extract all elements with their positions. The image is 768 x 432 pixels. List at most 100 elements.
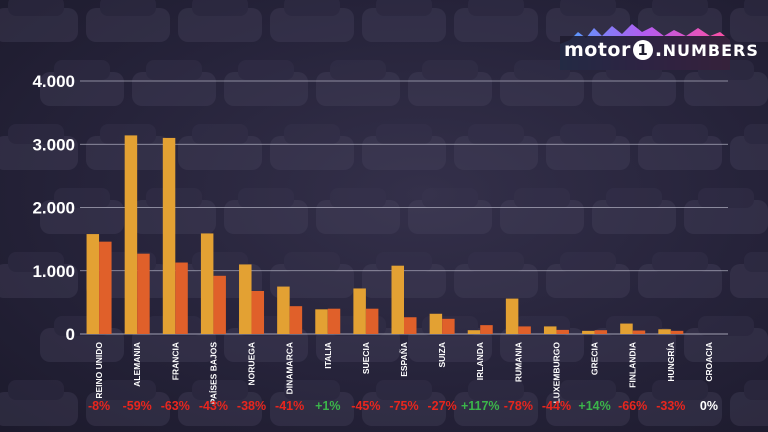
- car-shape: [454, 264, 538, 298]
- car-shape: [224, 72, 308, 106]
- car-roof-shape: [652, 124, 708, 144]
- car-shape: [40, 200, 124, 234]
- car-roof-shape: [238, 188, 294, 208]
- percent-change-label: +117%: [461, 399, 500, 413]
- percent-change-label: -33%: [656, 399, 685, 413]
- bar-series-b: [480, 325, 493, 334]
- bar-series-a: [124, 135, 138, 334]
- bar-series-b: [327, 308, 341, 334]
- car-shape: [730, 392, 768, 426]
- y-tick-label: 0: [66, 325, 75, 344]
- bar-series-a: [277, 286, 290, 334]
- bar-series-b: [670, 330, 684, 334]
- percent-change-label: -59%: [123, 399, 152, 413]
- car-roof-shape: [376, 124, 432, 144]
- x-category-label: ESPAÑA: [399, 342, 409, 377]
- car-shape: [0, 8, 78, 42]
- x-category-label: RUMANIA: [513, 342, 523, 382]
- car-roof-shape: [330, 60, 386, 80]
- percent-change-labels: -8% -59% -63% -43% -38% -41% +1% -45% -75% -27% +1…: [88, 399, 718, 413]
- car-shape: [408, 328, 492, 362]
- bar-series-b: [365, 308, 379, 334]
- x-category-label: HUNGRÍA: [666, 342, 676, 382]
- x-category-label: SUIZA: [437, 342, 447, 368]
- car-roof-shape: [698, 316, 754, 336]
- car-roof-shape: [330, 188, 386, 208]
- bar-series-b: [289, 306, 303, 334]
- percent-change-label: -45%: [351, 399, 380, 413]
- car-roof-shape: [560, 252, 616, 272]
- x-category-label: FINLANDIA: [628, 342, 638, 388]
- car-shape: [408, 72, 492, 106]
- car-roof-shape: [8, 252, 64, 272]
- percent-change-label: -66%: [618, 399, 647, 413]
- bar-series-a: [505, 298, 519, 334]
- percent-change-label: -63%: [161, 399, 190, 413]
- bar-series-a: [467, 330, 481, 334]
- bar-series-a: [239, 264, 252, 334]
- car-shape: [362, 8, 446, 42]
- car-roof-shape: [100, 0, 156, 16]
- car-roof-shape: [238, 60, 294, 80]
- logo-number: 1: [632, 40, 653, 60]
- car-shape: [500, 200, 584, 234]
- car-roof-shape: [652, 380, 708, 400]
- bar-series-b: [251, 290, 265, 334]
- bar-series-a: [315, 309, 328, 334]
- car-roof-shape: [744, 380, 768, 400]
- car-shape: [684, 328, 768, 362]
- car-shape: [546, 264, 630, 298]
- car-roof-shape: [8, 0, 64, 16]
- car-shape: [684, 200, 768, 234]
- x-category-label: GRECIA: [590, 342, 600, 375]
- bar-series-b: [99, 241, 112, 334]
- car-roof-shape: [560, 0, 616, 16]
- car-shape: [0, 264, 78, 298]
- bar-series-b: [442, 318, 455, 334]
- car-roof-shape: [192, 124, 248, 144]
- car-shape: [684, 72, 768, 106]
- car-roof-shape: [284, 0, 340, 16]
- x-category-label: ITALIA: [323, 342, 333, 369]
- bar-series-a: [658, 329, 671, 334]
- car-shape: [592, 328, 676, 362]
- logo-word: motor: [564, 39, 631, 61]
- car-roof-shape: [560, 124, 616, 144]
- x-category-label: ALEMANIA: [132, 342, 142, 387]
- car-shape: [316, 200, 400, 234]
- car-roof-shape: [698, 188, 754, 208]
- bar-series-a: [162, 137, 176, 334]
- bar-series-b: [594, 330, 608, 334]
- car-roof-shape: [652, 252, 708, 272]
- percent-change-label: +1%: [315, 399, 340, 413]
- car-shape: [730, 8, 768, 42]
- car-shape: [500, 328, 584, 362]
- car-roof-shape: [744, 0, 768, 16]
- bar-series-b: [404, 317, 417, 334]
- logo-text: motor 1 .NUMBERS: [564, 39, 759, 61]
- car-shape: [224, 200, 308, 234]
- car-roof-shape: [606, 188, 662, 208]
- bar-series-b: [175, 262, 188, 334]
- x-category-label: SUECIA: [361, 342, 371, 374]
- bar-series-a: [429, 313, 443, 334]
- car-roof-shape: [146, 60, 202, 80]
- car-roof-shape: [284, 252, 340, 272]
- car-roof-shape: [560, 380, 616, 400]
- bar-series-b: [137, 253, 150, 334]
- x-category-label: LUXEMBURGO: [551, 342, 561, 404]
- car-shape: [454, 8, 538, 42]
- car-shape: [270, 264, 354, 298]
- percent-change-label: -78%: [504, 399, 533, 413]
- motor1-numbers-logo: motor 1 .NUMBERS: [556, 22, 758, 72]
- car-shape: [638, 392, 722, 426]
- car-roof-shape: [744, 252, 768, 272]
- car-roof-shape: [514, 60, 570, 80]
- car-shape: [86, 392, 170, 426]
- y-tick-label: 1.000: [32, 262, 75, 281]
- car-shape: [224, 328, 308, 362]
- x-category-label: REINO UNIDO: [94, 342, 104, 399]
- bar-series-a: [200, 233, 214, 334]
- car-shape: [546, 392, 630, 426]
